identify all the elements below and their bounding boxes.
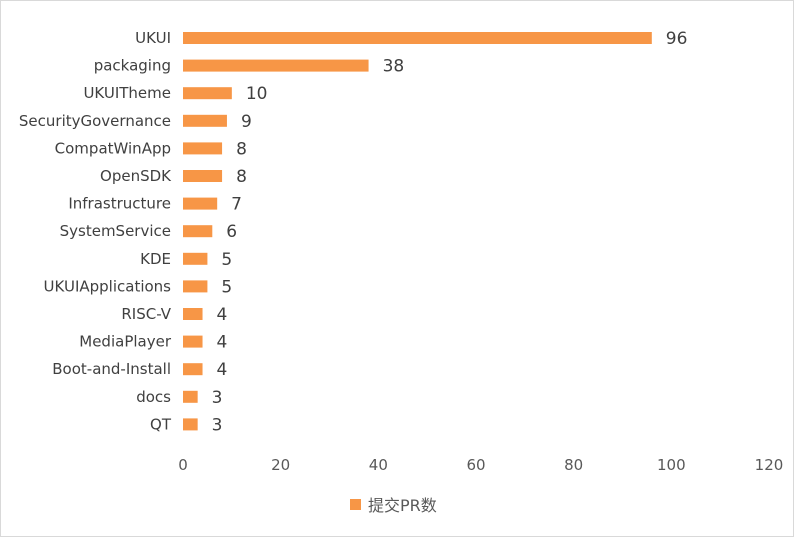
- category-label: CompatWinApp: [55, 139, 171, 157]
- category-label: Boot-and-Install: [52, 360, 171, 378]
- bar: [183, 252, 208, 265]
- bar: [183, 308, 203, 320]
- data-label: 38: [383, 57, 405, 77]
- x-tick-label: 0: [178, 456, 188, 474]
- bar: [183, 390, 198, 403]
- legend-swatch: [350, 499, 361, 510]
- category-label: OpenSDK: [100, 167, 172, 185]
- category-label: QT: [150, 415, 172, 433]
- x-tick-label: 60: [466, 456, 485, 474]
- x-tick-label: 20: [271, 456, 290, 474]
- data-label: 4: [217, 360, 228, 380]
- x-tick-label: 120: [755, 456, 784, 474]
- data-labels: 96 38 10 9 8 8 7 6 5 5 4 4 4 3 3: [212, 29, 688, 435]
- bar: [183, 280, 208, 293]
- legend: 提交PR数: [350, 496, 437, 515]
- data-label: 8: [236, 167, 247, 187]
- category-labels: UKUI packaging UKUITheme SecurityGovernance…: [19, 29, 172, 433]
- data-label: 96: [666, 29, 688, 49]
- category-label: packaging: [94, 57, 171, 75]
- category-label: SecurityGovernance: [19, 112, 171, 130]
- bar: [183, 335, 203, 348]
- bar: [183, 225, 213, 238]
- category-label: Infrastructure: [68, 195, 171, 213]
- bar: [183, 197, 218, 210]
- data-label: 7: [231, 195, 242, 215]
- bar: [183, 87, 232, 100]
- category-label: RISC-V: [121, 305, 171, 323]
- x-axis-ticks: 0 20 40 60 80 100 120: [178, 456, 783, 474]
- data-label: 8: [236, 139, 247, 159]
- bar: [183, 142, 223, 155]
- bars: [183, 32, 652, 431]
- bar: [183, 114, 227, 127]
- bar: [183, 59, 369, 72]
- data-label: 3: [212, 388, 223, 408]
- category-label: UKUIApplications: [44, 277, 172, 295]
- data-label: 9: [241, 112, 252, 132]
- data-label: 5: [221, 250, 232, 270]
- bar: [183, 363, 203, 376]
- data-label: 4: [217, 333, 228, 353]
- x-tick-label: 100: [657, 456, 686, 474]
- category-label: docs: [136, 388, 171, 406]
- bar: [183, 32, 652, 44]
- category-label: UKUI: [135, 29, 171, 47]
- x-tick-label: 80: [564, 456, 583, 474]
- data-label: 6: [226, 222, 237, 242]
- category-label: SystemService: [60, 222, 171, 240]
- bar: [183, 418, 198, 431]
- data-label: 4: [217, 305, 228, 325]
- data-label: 3: [212, 415, 223, 435]
- category-label: MediaPlayer: [79, 333, 172, 351]
- legend-label: 提交PR数: [368, 496, 437, 515]
- data-label: 5: [221, 277, 232, 297]
- category-label: KDE: [140, 250, 171, 268]
- x-tick-label: 40: [369, 456, 388, 474]
- bar: [183, 170, 223, 182]
- data-label: 10: [246, 84, 268, 104]
- category-label: UKUITheme: [83, 84, 171, 102]
